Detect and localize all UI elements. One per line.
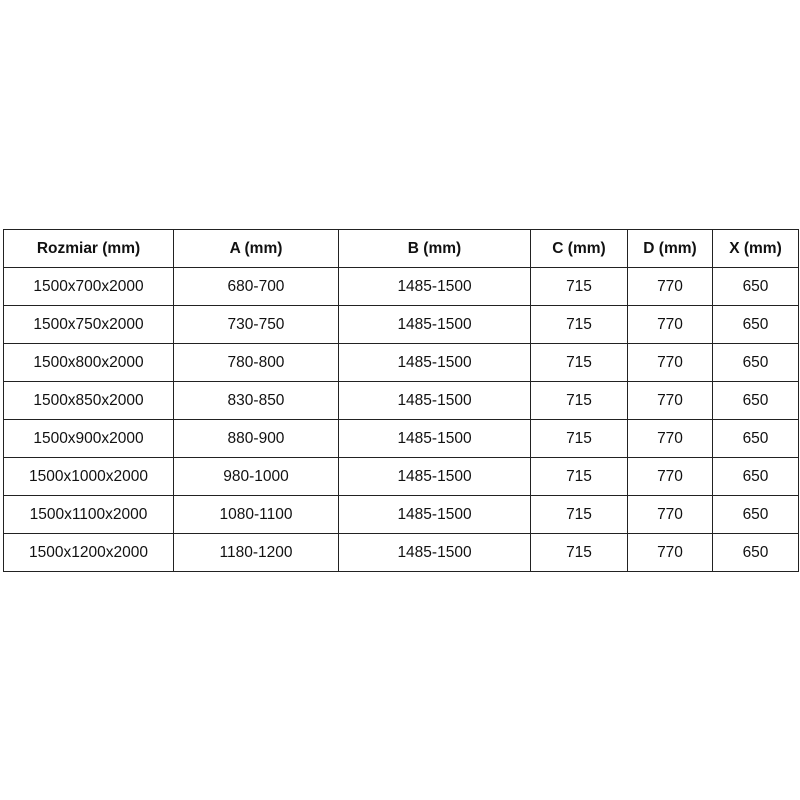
table-cell: 650 [712,457,799,496]
column-header: A (mm) [173,229,339,268]
table-row: 1500x800x2000 780-800 1485-1500 715 770 650 [3,343,799,382]
table-cell: 780-800 [173,343,339,382]
table-cell: 650 [712,267,799,306]
table-cell: 730-750 [173,305,339,344]
table-cell: 1080-1100 [173,495,339,534]
table-cell: 1485-1500 [338,305,531,344]
table-cell: 770 [627,267,713,306]
table-cell: 1485-1500 [338,533,531,572]
table-cell: 650 [712,533,799,572]
column-header: B (mm) [338,229,531,268]
table-cell: 715 [530,267,628,306]
dimensions-table: Rozmiar (mm) A (mm) B (mm) C (mm) D (mm) X (m… [3,229,799,572]
table-cell: 1485-1500 [338,457,531,496]
table-row: 1500x700x2000 680-700 1485-1500 715 770 650 [3,267,799,306]
table-row: 1500x750x2000 730-750 1485-1500 715 770 650 [3,305,799,344]
header-row: Rozmiar (mm) A (mm) B (mm) C (mm) D (mm) X (m… [3,229,799,268]
table-cell: 880-900 [173,419,339,458]
table-row: 1500x1000x2000 980-1000 1485-1500 715 770 650 [3,457,799,496]
table-cell: 1485-1500 [338,343,531,382]
table-cell: 715 [530,419,628,458]
table-cell: 1500x1000x2000 [3,457,174,496]
table-cell: 650 [712,381,799,420]
table-cell: 1485-1500 [338,495,531,534]
table-cell: 770 [627,343,713,382]
table-cell: 1500x750x2000 [3,305,174,344]
table-cell: 650 [712,305,799,344]
table-cell: 1485-1500 [338,381,531,420]
column-header: Rozmiar (mm) [3,229,174,268]
table-row: 1500x900x2000 880-900 1485-1500 715 770 650 [3,419,799,458]
table-cell: 770 [627,419,713,458]
table-row: 1500x850x2000 830-850 1485-1500 715 770 650 [3,381,799,420]
table-cell: 770 [627,305,713,344]
table-cell: 1485-1500 [338,267,531,306]
table-cell: 1485-1500 [338,419,531,458]
table-cell: 715 [530,533,628,572]
table-cell: 1500x700x2000 [3,267,174,306]
table-cell: 830-850 [173,381,339,420]
table-cell: 715 [530,457,628,496]
table-cell: 770 [627,457,713,496]
table-cell: 715 [530,305,628,344]
table-cell: 650 [712,343,799,382]
table-cell: 770 [627,495,713,534]
table-cell: 715 [530,495,628,534]
table-cell: 1500x1100x2000 [3,495,174,534]
table-cell: 680-700 [173,267,339,306]
table-cell: 650 [712,419,799,458]
table-cell: 1500x900x2000 [3,419,174,458]
table-cell: 1180-1200 [173,533,339,572]
column-header: D (mm) [627,229,713,268]
table-cell: 770 [627,381,713,420]
table-cell: 715 [530,343,628,382]
table-cell: 1500x850x2000 [3,381,174,420]
column-header: C (mm) [530,229,628,268]
table-row: 1500x1200x2000 1180-1200 1485-1500 715 770 65… [3,533,799,572]
table-cell: 1500x800x2000 [3,343,174,382]
column-header: X (mm) [712,229,799,268]
table-cell: 715 [530,381,628,420]
table-cell: 770 [627,533,713,572]
table-cell: 650 [712,495,799,534]
table-row: 1500x1100x2000 1080-1100 1485-1500 715 770 65… [3,495,799,534]
table-cell: 1500x1200x2000 [3,533,174,572]
table-cell: 980-1000 [173,457,339,496]
